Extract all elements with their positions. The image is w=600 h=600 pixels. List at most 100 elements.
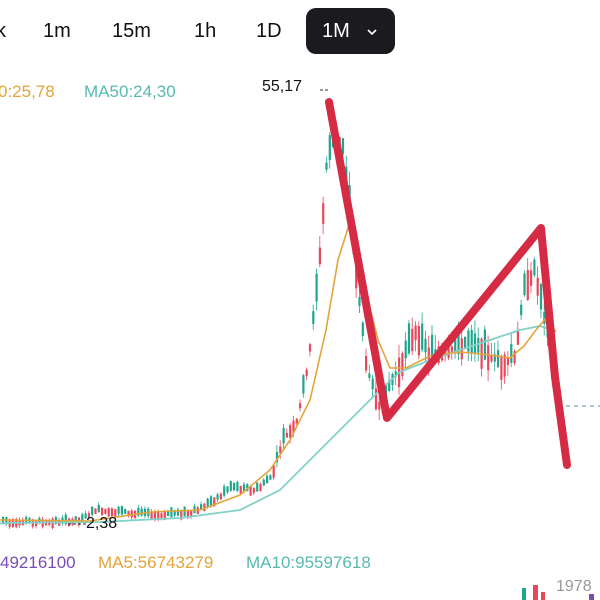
candle-body bbox=[325, 162, 328, 170]
candle-body bbox=[530, 270, 533, 286]
candle-body bbox=[431, 334, 434, 362]
candle-body bbox=[365, 356, 368, 371]
candle-body bbox=[407, 323, 411, 354]
candle-body bbox=[341, 138, 345, 155]
candle-body bbox=[160, 513, 163, 518]
candle-body bbox=[84, 513, 87, 519]
tab-1h[interactable]: 1h bbox=[194, 20, 217, 42]
candle-body bbox=[374, 388, 378, 410]
candle-body bbox=[190, 510, 193, 517]
tab-15m[interactable]: 15m bbox=[112, 20, 151, 42]
ma50-legend: MA50:24,30 bbox=[84, 82, 176, 101]
ma-short-legend: 0:25,78 bbox=[0, 82, 55, 101]
price-chart bbox=[0, 89, 600, 600]
candle-body bbox=[361, 322, 364, 337]
tab-1d[interactable]: 1D bbox=[256, 20, 282, 42]
candle-body bbox=[308, 344, 312, 352]
candle-body bbox=[117, 506, 120, 514]
candle-body bbox=[64, 514, 67, 525]
candle-body bbox=[216, 494, 219, 500]
candle-body bbox=[543, 312, 546, 324]
volume-bars bbox=[522, 585, 594, 600]
candle-body bbox=[279, 446, 282, 454]
candle-body bbox=[167, 510, 170, 517]
candle-body bbox=[200, 504, 203, 510]
candle-body bbox=[81, 514, 84, 522]
candle-body bbox=[388, 380, 391, 391]
candle-body bbox=[500, 356, 503, 380]
candle-body bbox=[229, 481, 232, 491]
candle-body bbox=[503, 354, 506, 377]
candle-body bbox=[262, 479, 265, 486]
candle-body bbox=[497, 350, 500, 368]
candle-body bbox=[157, 512, 160, 520]
candle-body bbox=[242, 484, 246, 491]
candle-body bbox=[417, 326, 420, 356]
candle-body bbox=[487, 345, 490, 371]
timeframe-tabs: k 1m 15m 1h 1D 1M bbox=[0, 0, 600, 60]
candle-body bbox=[404, 340, 407, 359]
candle-body bbox=[355, 261, 358, 289]
candle-body bbox=[236, 481, 239, 491]
candle-body bbox=[239, 485, 242, 494]
candle-body bbox=[477, 337, 480, 353]
candle-body bbox=[328, 135, 331, 161]
candle-body bbox=[421, 323, 424, 350]
candle-body bbox=[176, 509, 180, 516]
candle-body bbox=[457, 327, 460, 355]
candle-body bbox=[285, 432, 288, 438]
candle-body bbox=[110, 508, 114, 517]
low-price-label: 2,38 bbox=[86, 515, 118, 532]
candle-body bbox=[312, 311, 315, 324]
candle-body bbox=[483, 329, 486, 360]
tab-1month-active[interactable]: 1M bbox=[306, 8, 396, 54]
candle-body bbox=[411, 328, 414, 352]
candle-body bbox=[510, 343, 513, 363]
candle-body bbox=[269, 475, 272, 480]
candle-body bbox=[170, 507, 173, 517]
candle-body bbox=[513, 350, 516, 364]
candle-body bbox=[526, 270, 529, 301]
candle-body bbox=[289, 425, 292, 438]
candle-body bbox=[318, 247, 321, 265]
tab-partial[interactable]: k bbox=[0, 20, 6, 42]
candle-body bbox=[91, 506, 94, 515]
candle-body bbox=[104, 509, 107, 514]
candle-body bbox=[256, 482, 259, 492]
tab-1month-label: 1M bbox=[322, 20, 350, 42]
candle-body bbox=[259, 483, 262, 491]
candle-body bbox=[120, 506, 123, 515]
candle-body bbox=[322, 203, 325, 224]
candle-body bbox=[223, 486, 226, 496]
candle-body bbox=[378, 401, 381, 410]
candle-body bbox=[295, 418, 298, 424]
candle-body bbox=[275, 451, 279, 463]
candle-body bbox=[226, 486, 229, 493]
candle-body bbox=[213, 497, 216, 507]
high-price-label: 55,17 bbox=[262, 78, 303, 95]
candle-body bbox=[140, 508, 143, 516]
candle-body bbox=[186, 510, 189, 518]
candle-body bbox=[292, 420, 295, 433]
candlesticks bbox=[2, 128, 552, 530]
candle-body bbox=[506, 357, 510, 365]
candle-body bbox=[490, 354, 493, 362]
candle-body bbox=[536, 277, 539, 296]
candle-body bbox=[107, 507, 110, 517]
candle-body bbox=[114, 509, 117, 517]
candle-body bbox=[533, 259, 536, 276]
ma50-line bbox=[0, 325, 553, 524]
tab-1m[interactable]: 1m bbox=[43, 20, 71, 42]
candle-body bbox=[124, 508, 127, 514]
candle-body bbox=[523, 273, 526, 296]
candle-body bbox=[272, 465, 275, 478]
candle-body bbox=[516, 329, 519, 345]
candle-body bbox=[94, 508, 97, 514]
candle-body bbox=[173, 510, 176, 516]
candle-body bbox=[467, 330, 470, 352]
candle-body bbox=[473, 333, 477, 354]
candle-body bbox=[539, 283, 543, 310]
candle-body bbox=[368, 373, 371, 378]
candle-body bbox=[305, 369, 308, 377]
candle-body bbox=[464, 337, 467, 348]
